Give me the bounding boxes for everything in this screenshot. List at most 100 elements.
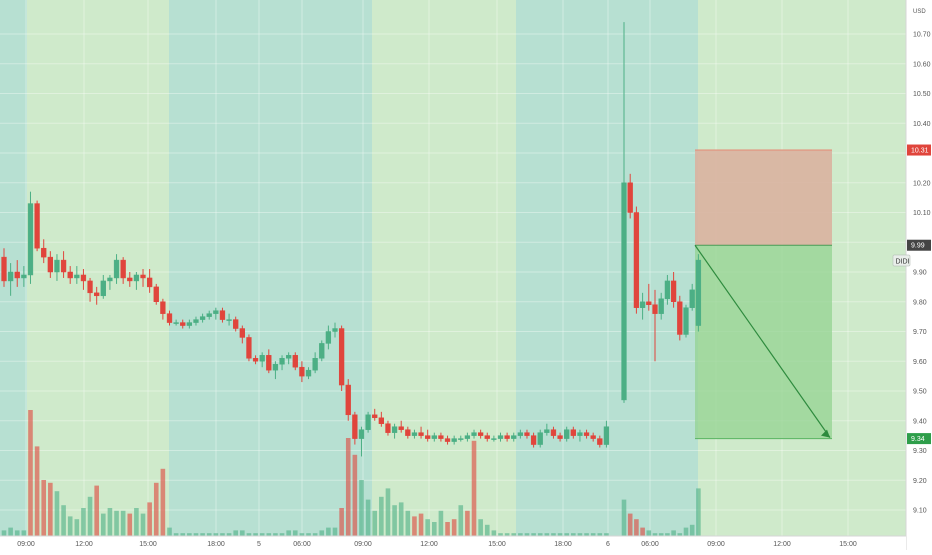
candle-body (272, 363, 279, 371)
candle (259, 352, 265, 368)
candle (677, 295, 683, 341)
candle-body (166, 313, 173, 323)
candle (544, 423, 550, 436)
candle-body (332, 328, 338, 332)
candle-body (239, 328, 245, 338)
volume-bar (74, 519, 80, 536)
volume-bar (1, 530, 7, 536)
candle-body (173, 322, 179, 324)
candle (146, 269, 153, 293)
volume-bar (292, 530, 298, 536)
volume-bar (200, 533, 205, 536)
candle-body (537, 432, 543, 445)
volume-bar (127, 513, 133, 536)
volume-bar (544, 533, 550, 536)
candle-body (94, 292, 100, 297)
candle-body (41, 247, 47, 258)
volume-bar (359, 480, 364, 536)
price-axis-panel[interactable] (906, 0, 932, 550)
symbol-badge[interactable]: DIDI (892, 254, 911, 267)
candle-body (557, 435, 563, 439)
candle-body (107, 277, 113, 282)
short-position-tool[interactable] (694, 149, 832, 440)
candle (583, 429, 590, 439)
y-tick-label: 10.50 (913, 91, 931, 98)
candle-body (627, 182, 633, 213)
volume-bar (471, 440, 477, 536)
candle (120, 257, 126, 284)
candle (27, 191, 34, 284)
volume-bar (551, 533, 556, 536)
volume-bar (286, 530, 291, 536)
y-tick-label: 9.40 (913, 418, 927, 425)
volume-bar (273, 533, 278, 536)
candle-body (54, 259, 60, 273)
candle (683, 304, 689, 338)
candle (47, 251, 53, 278)
volume-bar (683, 527, 689, 536)
candle-body (160, 301, 166, 314)
candle-body (180, 322, 186, 326)
candle-body (299, 366, 305, 377)
candle-body (252, 358, 259, 362)
projection-arrow-head (821, 429, 830, 438)
y-tick-label: 9.80 (913, 299, 927, 306)
candle (239, 325, 245, 344)
volume-bar (658, 533, 664, 536)
candle-body (564, 429, 570, 439)
candle (292, 352, 298, 371)
time-axis-panel[interactable] (0, 536, 906, 550)
candle-body (146, 277, 153, 288)
volume-bar (240, 530, 245, 536)
candle (286, 352, 292, 365)
candle-body (418, 432, 424, 436)
candle (193, 316, 199, 326)
candle-body (21, 274, 27, 279)
volume-bar (405, 510, 411, 536)
candle-body (431, 435, 437, 439)
volume-bar (498, 533, 503, 536)
volume-bar (319, 530, 325, 536)
candle-body (338, 328, 345, 386)
volume-bar (518, 533, 523, 536)
y-tick-label: 9.90 (913, 270, 927, 277)
candle (34, 200, 40, 252)
candle-body (1, 256, 7, 282)
volume-bar (299, 533, 305, 536)
candle (627, 173, 633, 219)
volume-bar (689, 524, 695, 536)
candle-body (633, 212, 640, 308)
candle (1, 248, 7, 287)
volume-bar (180, 533, 186, 536)
stop-loss-zone[interactable] (695, 150, 832, 246)
candle-body (458, 438, 464, 440)
candle-body (47, 256, 53, 273)
volume-bar (67, 516, 73, 536)
volume-bar (28, 410, 33, 536)
candle-body (464, 435, 471, 439)
candle (41, 239, 47, 264)
volume-bar (87, 496, 93, 536)
candle (652, 289, 658, 362)
volume-bar (153, 482, 159, 536)
volume-bar (646, 530, 652, 536)
candle-body (590, 435, 596, 439)
candle (451, 435, 457, 445)
candle (127, 272, 133, 287)
price-badge-bg (907, 433, 931, 445)
candle (689, 283, 695, 311)
candle (438, 432, 444, 442)
candle-body (292, 355, 298, 368)
candle (233, 316, 239, 332)
volume-bar (511, 533, 517, 536)
candle-body (233, 319, 239, 329)
candle (398, 420, 404, 433)
candle (391, 423, 398, 439)
candle (418, 426, 424, 439)
volume-bar (621, 499, 627, 536)
candle-body (358, 429, 365, 439)
volume-bar (279, 533, 285, 536)
volume-bar (577, 533, 583, 536)
volume-bar (465, 510, 470, 536)
